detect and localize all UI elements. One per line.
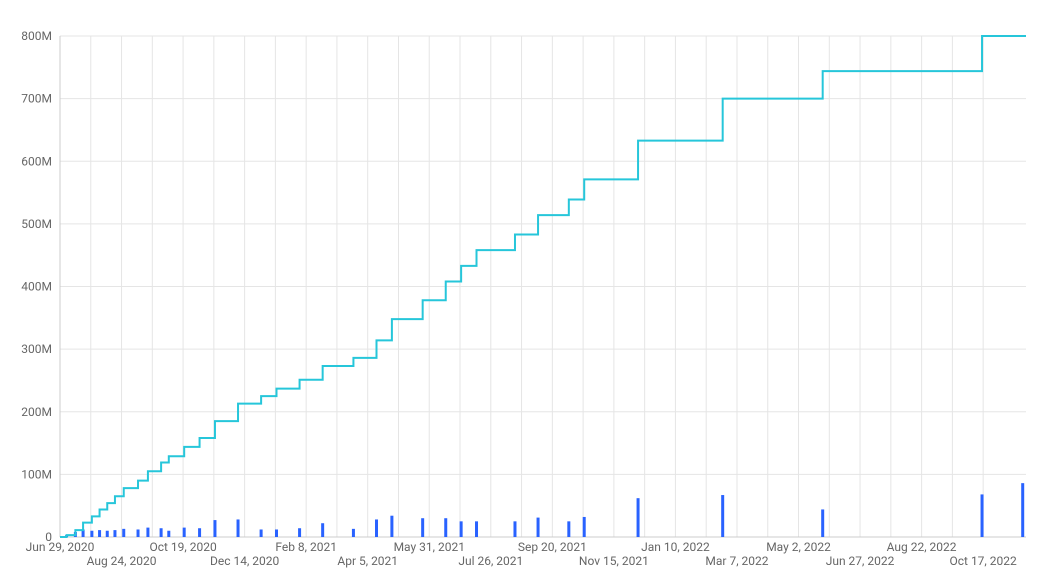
x-tick-label: Dec 14, 2020 (210, 554, 280, 568)
y-tick-label: 400M (21, 280, 52, 294)
bar (160, 528, 163, 537)
bar (375, 519, 378, 537)
y-tick-label: 200M (21, 405, 52, 419)
bar (98, 530, 101, 537)
bar (122, 529, 125, 537)
y-tick-label: 100M (21, 467, 52, 481)
bar (213, 520, 216, 537)
bar (821, 509, 824, 537)
x-tick-label: Nov 15, 2021 (579, 554, 649, 568)
bar (146, 528, 149, 537)
x-tick-label: Apr 5, 2021 (337, 554, 398, 568)
y-tick-label: 700M (21, 92, 52, 106)
bar (260, 529, 263, 537)
bar (567, 521, 570, 537)
x-tick-label: Jun 27, 2022 (826, 554, 895, 568)
bar (981, 494, 984, 537)
bar (183, 528, 186, 537)
bar (721, 495, 724, 537)
bar (275, 529, 278, 537)
x-tick-label: May 31, 2021 (394, 540, 465, 554)
bar (237, 519, 240, 537)
x-tick-label: Mar 7, 2022 (705, 554, 768, 568)
y-tick-label: 300M (21, 342, 52, 356)
bar (421, 518, 424, 537)
bar (460, 521, 463, 537)
y-tick-label: 500M (21, 217, 52, 231)
bar (298, 528, 301, 537)
bar (1021, 483, 1024, 537)
x-tick-label: Sep 20, 2021 (518, 540, 587, 554)
x-tick-label: May 2, 2022 (766, 540, 831, 554)
bar (198, 528, 201, 537)
bar (475, 521, 478, 537)
y-tick-label: 800M (21, 29, 52, 43)
bar (637, 498, 640, 537)
bar (390, 516, 393, 537)
bar (583, 517, 586, 537)
bar (106, 531, 109, 537)
chart-container: Transactions Sum of Transfer Amounts Tra… (0, 0, 1046, 581)
bar (444, 518, 447, 537)
x-tick-label: Aug 24, 2020 (87, 554, 157, 568)
bar (513, 521, 516, 537)
x-tick-label: Aug 22, 2022 (887, 540, 957, 554)
x-tick-label: Feb 8, 2021 (275, 540, 337, 554)
x-tick-label: Jun 29, 2020 (26, 540, 95, 554)
bar (352, 529, 355, 537)
bar (90, 531, 93, 537)
bar (537, 518, 540, 537)
y-tick-label: 600M (21, 154, 52, 168)
chart-svg: 0100M200M300M400M500M600M700M800MJun 29,… (0, 0, 1046, 581)
bar (321, 523, 324, 537)
bar (137, 529, 140, 537)
x-tick-label: Jan 10, 2022 (641, 540, 710, 554)
bar (113, 530, 116, 537)
x-tick-label: Oct 19, 2020 (149, 540, 216, 554)
bar (167, 531, 170, 537)
x-tick-label: Oct 17, 2022 (950, 554, 1017, 568)
x-tick-label: Jul 26, 2021 (458, 554, 523, 568)
